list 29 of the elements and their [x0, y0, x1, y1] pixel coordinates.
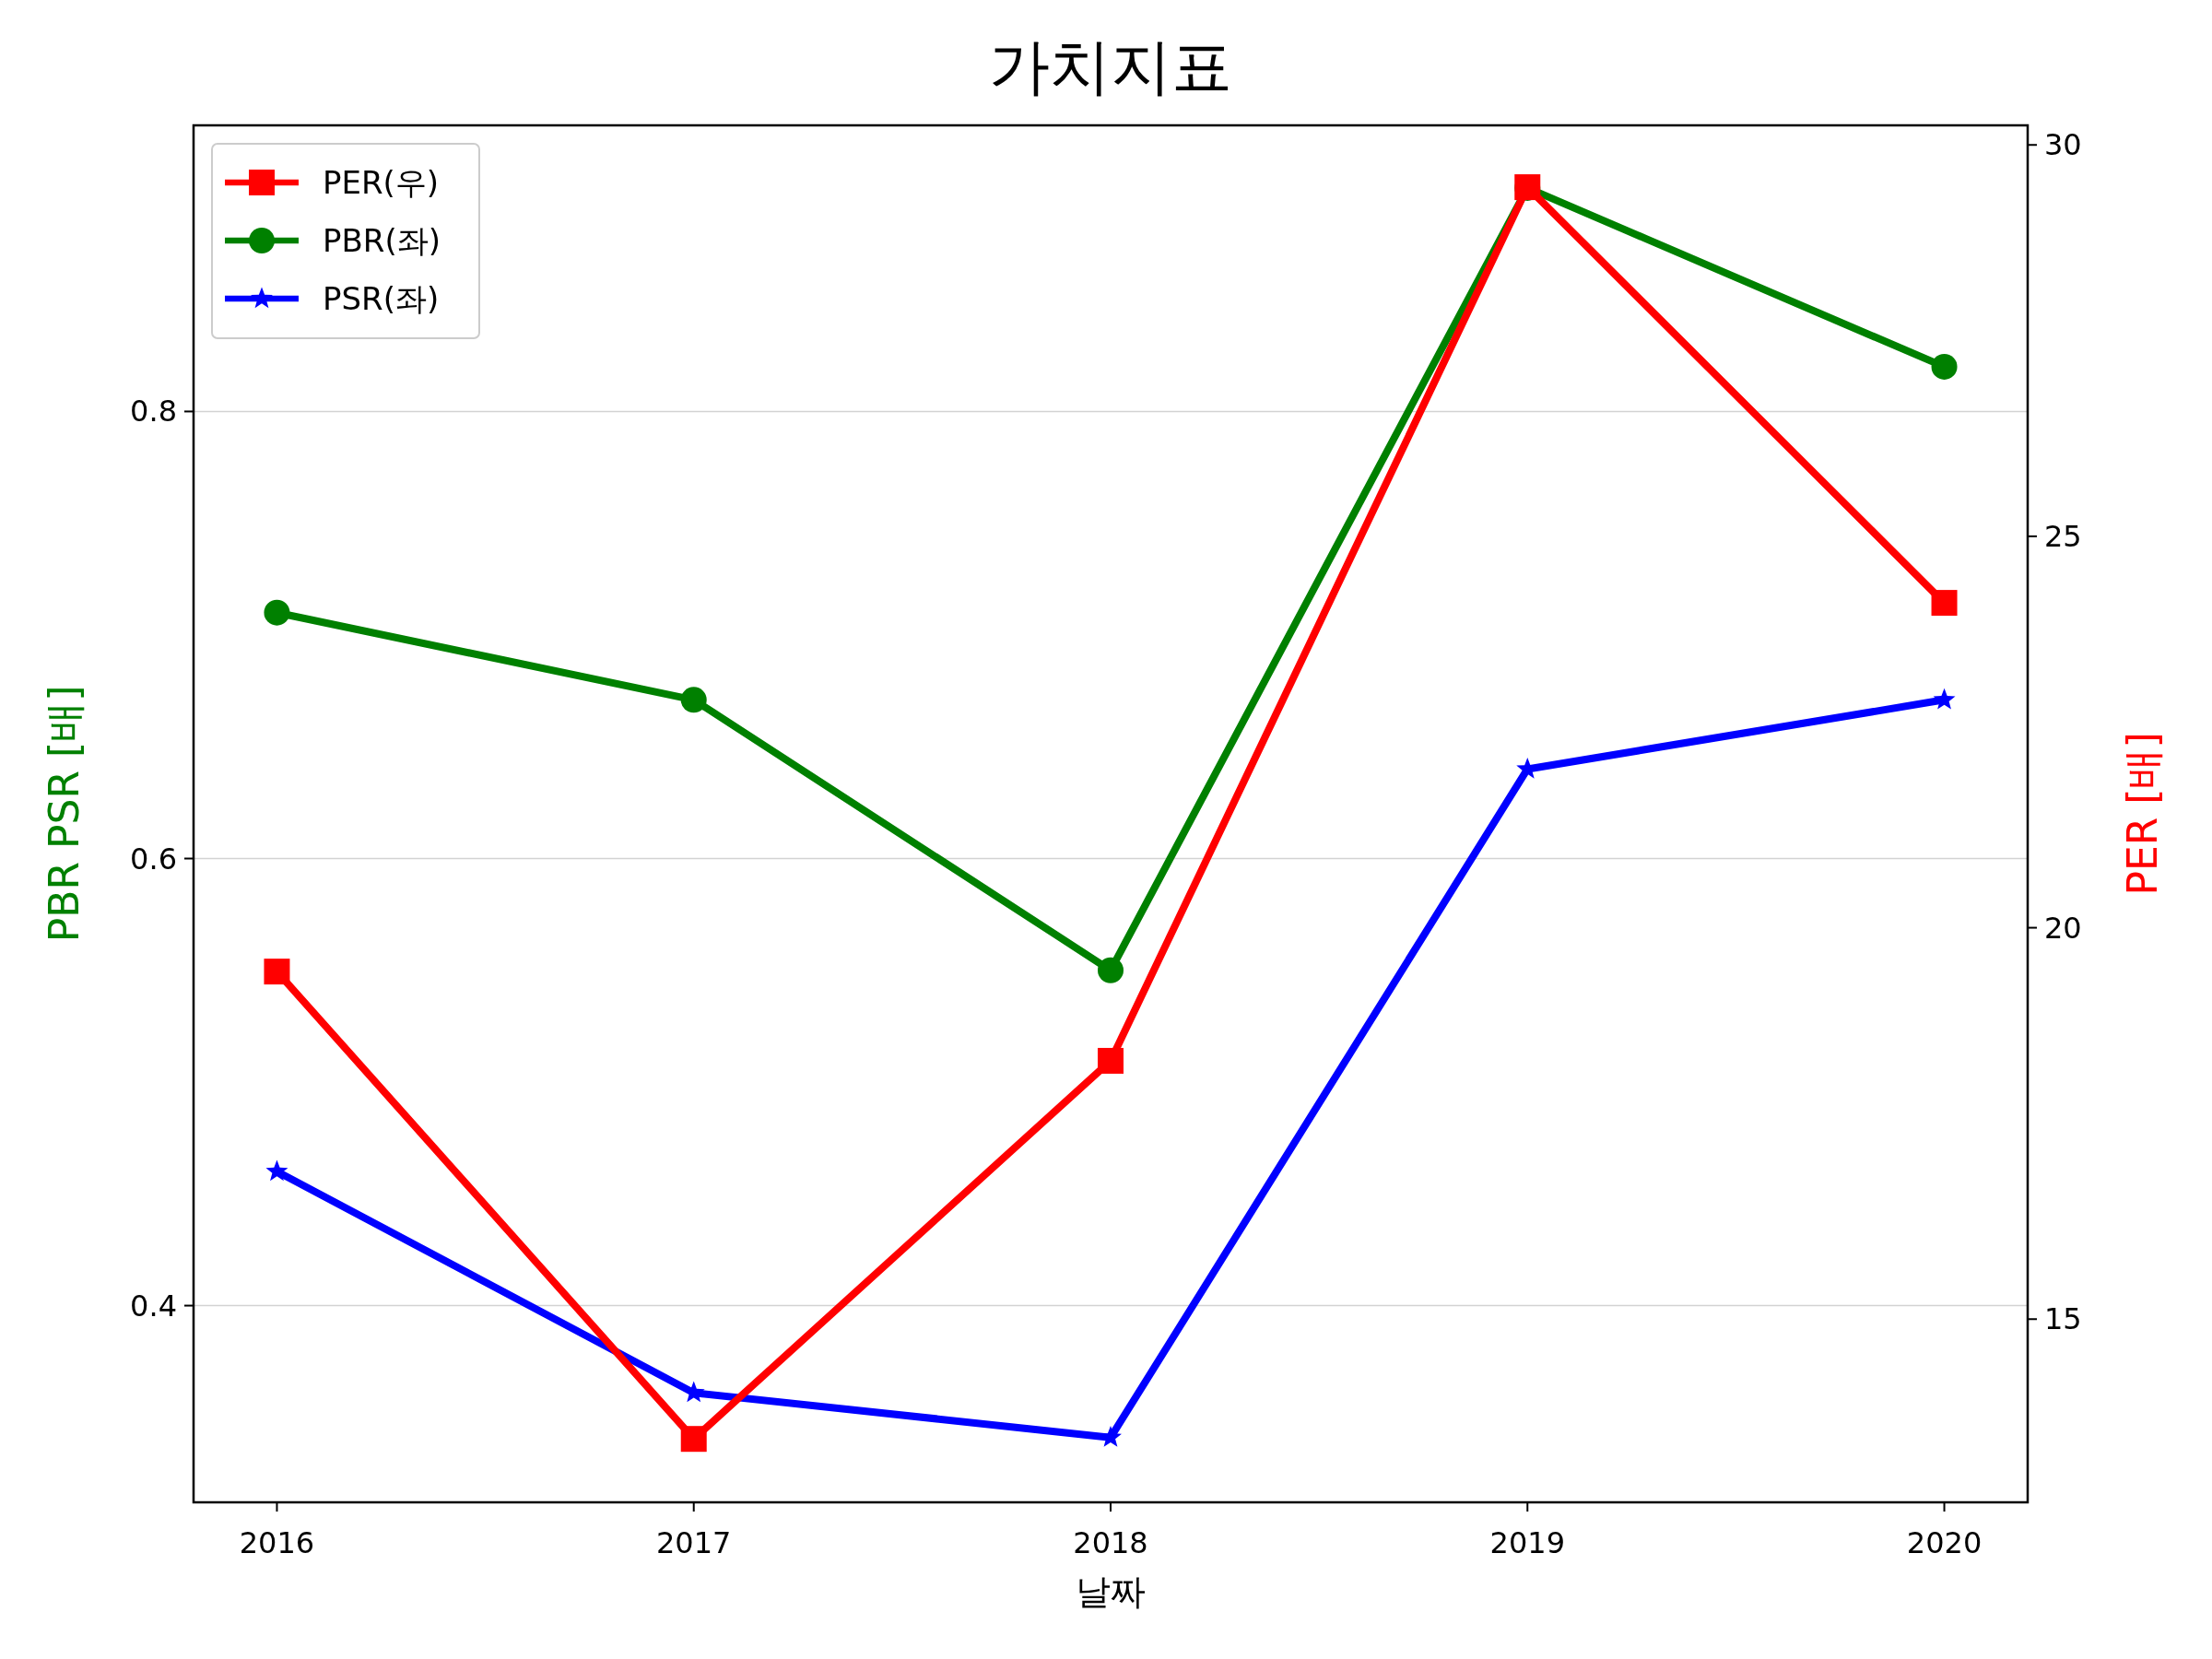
- point: [1933, 688, 1956, 710]
- y-tick-label: 0.4: [130, 1288, 177, 1324]
- x-tick-label: 2018: [1073, 1525, 1148, 1560]
- y2-tick-label: 25: [2044, 518, 2082, 554]
- y2-axis-title: PER [배]: [2119, 732, 2166, 896]
- x-axis-title: 날짜: [1076, 1571, 1146, 1612]
- point: [680, 687, 707, 713]
- x-tick-label: 2019: [1489, 1525, 1565, 1560]
- legend-label: PBR(좌): [323, 222, 441, 259]
- x-tick-label: 2016: [239, 1525, 315, 1560]
- y-tick-label: 0.6: [130, 841, 177, 877]
- x-tick-label: 2017: [656, 1525, 732, 1560]
- point: [1098, 957, 1124, 983]
- point: [680, 1426, 707, 1453]
- legend-label: PSR(좌): [323, 280, 440, 317]
- x-tick-label: 2020: [1906, 1525, 1983, 1560]
- point: [1931, 353, 1958, 380]
- point: [1098, 1047, 1124, 1074]
- point: [1931, 590, 1958, 617]
- y2-tick-label: 20: [2044, 910, 2082, 946]
- legend-label: PER(우): [323, 164, 440, 201]
- y2-tick-label: 15: [2044, 1301, 2082, 1337]
- y2-tick-label: 30: [2044, 127, 2082, 163]
- chart-title: 가치지표: [989, 31, 1232, 102]
- point: [264, 599, 290, 626]
- y-axis-title: PBR PSR [배]: [41, 685, 88, 943]
- point: [264, 959, 290, 985]
- point: [265, 1159, 288, 1182]
- y-tick-label: 0.8: [130, 394, 177, 429]
